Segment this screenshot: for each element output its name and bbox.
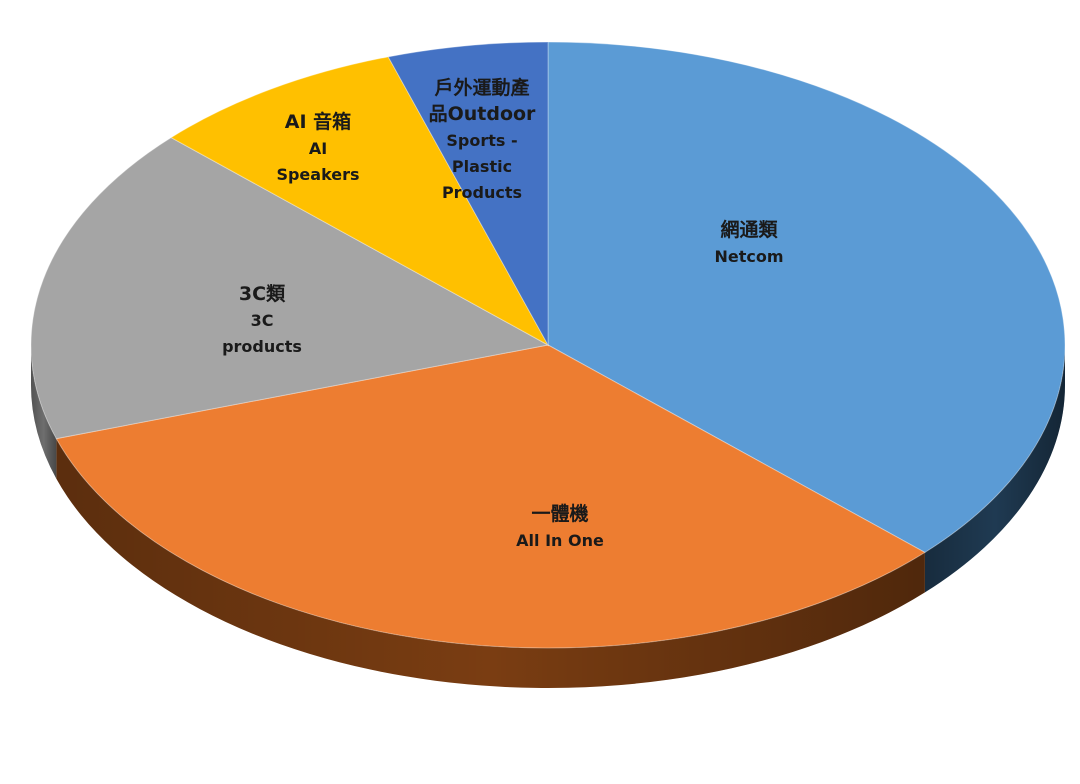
pie-label-line: Speakers xyxy=(276,165,359,184)
pie-label-line: products xyxy=(222,337,302,356)
pie-label-line: All In One xyxy=(516,531,604,550)
pie-label-line: 戶外運動產 xyxy=(434,76,529,99)
pie-label-line: AI 音箱 xyxy=(285,110,351,133)
pie-top-layer xyxy=(31,42,1065,648)
pie-label-line: 一體機 xyxy=(531,502,588,525)
pie-label-line: 3C xyxy=(251,311,274,330)
pie-label-line: 品Outdoor xyxy=(429,103,536,125)
pie-label-line: AI xyxy=(309,139,327,158)
pie-label-line: Sports - xyxy=(446,131,517,150)
pie-label-line: Products xyxy=(442,183,522,202)
pie-label-line: Plastic xyxy=(452,157,512,176)
pie-label-line: 網通類 xyxy=(720,218,778,241)
pie-label-line: Netcom xyxy=(714,247,783,266)
pie-label-line: 3C類 xyxy=(239,283,286,305)
